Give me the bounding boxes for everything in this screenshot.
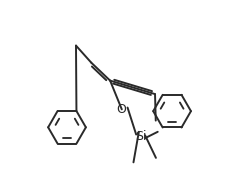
- Text: Si: Si: [135, 130, 146, 143]
- Text: O: O: [116, 103, 126, 116]
